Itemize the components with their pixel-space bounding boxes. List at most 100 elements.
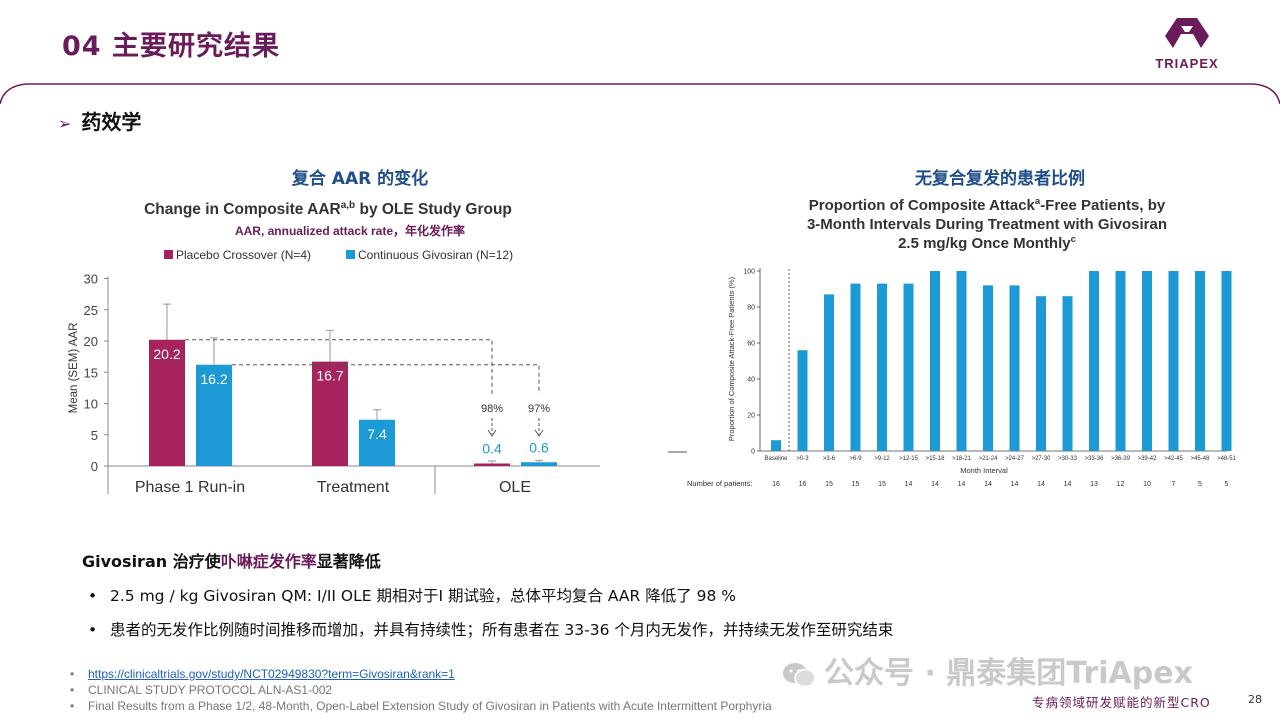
chart2-bar (1009, 285, 1020, 451)
header-divider-arc (0, 83, 1280, 105)
chart1-value-label: 0.4 (482, 441, 502, 457)
section-heading-text: 药效学 (81, 110, 142, 134)
chart1-y-tick-label: 20 (84, 334, 98, 349)
chart2-bar (930, 271, 940, 451)
chart1-bar (359, 419, 395, 466)
attack-free-bar-chart: Proportion of Composite Attacka-Free Pat… (668, 196, 1237, 488)
chart1-y-tick-label: 25 (84, 303, 98, 318)
chart2-x-tick-label: >30-33 (1058, 456, 1078, 462)
conclusion-highlight: 卟啉症发作率 (220, 552, 317, 571)
chart2-bar (1168, 271, 1179, 451)
chart2-bar (956, 271, 967, 451)
chart1-reduction-annotation: 98% (481, 403, 503, 415)
legend-label-givosiran: Continuous Givosiran (N=12) (358, 248, 513, 262)
bullet-dot-icon: • (70, 683, 75, 697)
patients-count: 15 (852, 481, 860, 488)
chart2-title-line3: 2.5 mg/kg Once Monthlyc (898, 234, 1076, 252)
patients-count: 14 (931, 481, 939, 488)
chart1-y-tick-label: 15 (84, 365, 98, 380)
chart2-x-tick-label: >39-42 (1138, 456, 1158, 462)
footer-tagline: 专病领域研发赋能的新型CRO (1032, 695, 1211, 710)
aar-bar-chart: Change in Composite AARa,b by OLE Study … (68, 200, 600, 496)
logo-text: TRIAPEX (1155, 56, 1219, 71)
patients-row-label: Number of patients: (687, 479, 752, 488)
left-chart-heading: 复合 AAR 的变化 (291, 169, 429, 189)
chart1-bar (312, 361, 348, 466)
chart2-y-tick-label: 0 (751, 449, 755, 456)
patients-count: 14 (1011, 481, 1019, 488)
reference-link[interactable]: https://clinicaltrials.gov/study/NCT0294… (88, 667, 455, 681)
chart2-bar (877, 283, 887, 451)
patients-count: 5 (1225, 481, 1229, 488)
chart2-bars (771, 271, 1232, 451)
conclusion-prefix: Givosiran 治疗使 (82, 552, 221, 571)
conclusion-bullet: • 2.5 mg / kg Givosiran QM: I/II OLE 期相对于… (88, 587, 737, 605)
chart2-bar (1221, 271, 1232, 451)
legend-swatch-givosiran (346, 250, 355, 259)
chart2-title-line2: 3-Month Intervals During Treatment with … (807, 216, 1167, 233)
patients-count: 15 (878, 481, 886, 488)
chart2-x-tick-label: >18-21 (952, 456, 972, 462)
chart1-value-label: 16.2 (200, 371, 227, 387)
chart2-title-line1: Proportion of Composite Attacka-Free Pat… (809, 196, 1166, 214)
chart1-bar (149, 339, 185, 466)
conclusion-suffix: 显著降低 (316, 552, 381, 571)
patients-count: 14 (958, 481, 966, 488)
chart2-x-tick-label: >48-51 (1217, 456, 1237, 462)
bullet-dot-icon: • (70, 667, 75, 681)
chart1-title: Change in Composite AARa,b by OLE Study … (144, 200, 512, 218)
legend-label-placebo: Placebo Crossover (N=4) (176, 248, 311, 262)
triapex-logo: TRIAPEX (1140, 14, 1234, 71)
chart1-value-label: 16.7 (316, 368, 343, 384)
legend-swatch-placebo (164, 250, 173, 259)
chart1-note: AAR, annualized attack rate，年化发作率 (235, 223, 465, 238)
chart1-x-tick-label: OLE (499, 479, 531, 496)
chart2-x-tick-label: >45-48 (1191, 456, 1211, 462)
chart2-x-tick-label: >15-18 (926, 456, 946, 462)
patients-count: 16 (799, 481, 807, 488)
chart2-x-tick-label: >0-3 (796, 456, 809, 462)
chart2-y-tick-label: 100 (743, 269, 755, 276)
chart2-x-tick-label: >27-30 (1032, 456, 1052, 462)
patients-count: 16 (772, 481, 780, 488)
chart2-bar (1195, 271, 1205, 451)
chart1-bar (474, 463, 510, 466)
chart2-bar (1142, 271, 1152, 451)
patients-count: 5 (1198, 481, 1202, 488)
chart2-x-tick-label: >3-6 (823, 456, 836, 462)
page-title: 04 主要研究结果 (62, 31, 280, 62)
conclusion-bullet: • 患者的无发作比例随时间推移而增加，并具有持续性；所有患者在 33-36 个月内… (88, 621, 894, 639)
chart2-y-tick-label: 60 (747, 341, 755, 348)
reference-item: • CLINICAL STUDY PROTOCOL ALN-AS1-002 (70, 683, 333, 697)
chart1-x-tick-label: Phase 1 Run-in (135, 479, 245, 496)
bullet-dot-icon: • (88, 621, 98, 639)
chart2-bar (903, 283, 914, 451)
chart2-xlabel: Month Interval (960, 466, 1008, 475)
bullet-dot-icon: • (70, 699, 75, 713)
chart2-x-tick-label: >36-39 (1111, 456, 1131, 462)
patients-row: 16 16 15 15 15 14 14 14 14 14 14 14 13 12 10 7 5 5 (772, 481, 1228, 488)
right-chart-heading: 无复合复发的患者比例 (915, 169, 1085, 189)
patients-count: 13 (1090, 481, 1098, 488)
chart2-bar (824, 294, 834, 451)
chart2-x-tick-label: >21-24 (979, 456, 999, 462)
chart2-x-tick-label: >42-45 (1164, 456, 1184, 462)
arrow-bullet-icon: ➢ (58, 114, 72, 133)
chart1-legend: Placebo Crossover (N=4) Continuous Givos… (164, 248, 513, 262)
chart1-y-tick-label: 30 (84, 272, 98, 287)
chart2-bar (1036, 296, 1046, 451)
page-number: 28 (1248, 693, 1262, 706)
chart2-y-tick-label: 80 (747, 305, 755, 312)
chart1-arrow-head-icon (487, 429, 497, 437)
section-heading: ➢ 药效学 (58, 106, 141, 135)
chart1-reference-line-placebo (185, 339, 493, 394)
chart2-y-tick-label: 40 (747, 377, 755, 384)
chart1-value-label: 7.4 (367, 426, 387, 442)
chart1-value-label: 20.2 (153, 346, 180, 362)
chart1-y-tick-label: 5 (91, 428, 98, 443)
chart1-axes: 0 5 10 15 20 25 30 Phase 1 Run-in Treatment OLE (84, 272, 600, 496)
patients-count: 7 (1172, 481, 1176, 488)
chart2-x-tick-label: >12-15 (899, 456, 919, 462)
conclusion-heading: Givosiran 治疗使卟啉症发作率显著降低 (82, 548, 381, 572)
patients-count: 14 (984, 481, 992, 488)
